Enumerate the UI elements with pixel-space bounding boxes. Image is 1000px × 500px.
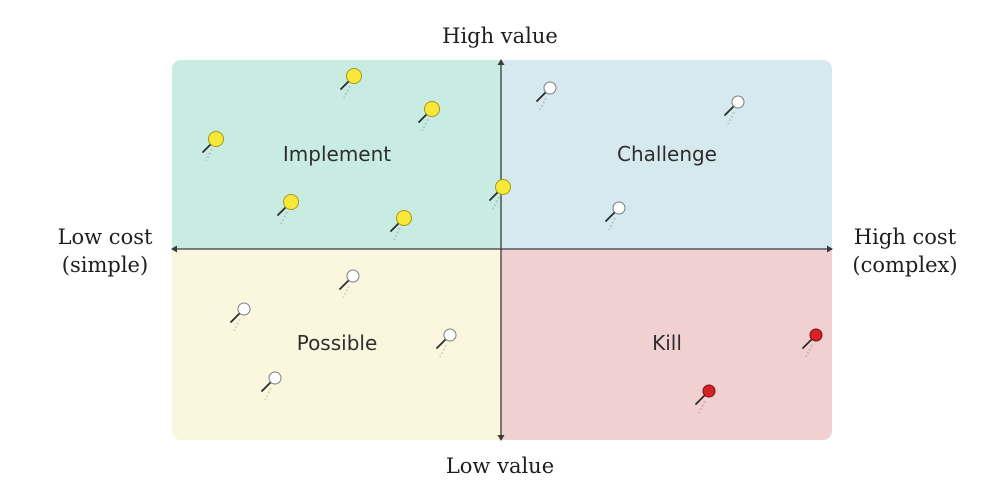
pushpin-icon [390,210,412,241]
pushpin-icon [605,201,626,231]
arrow-right-icon [827,245,833,253]
arrow-up-icon [497,59,505,65]
pushpin-icon [724,95,745,125]
axis-label-low-value: Low value [445,454,555,478]
pushpin-icon [339,269,360,299]
axis-label-low-cost: Low cost (simple) [30,223,180,279]
axis-label-high-value: High value [442,24,558,48]
pushpin-icon [202,131,224,162]
pins-layer [202,68,823,414]
axis-label-low-cost-line1: Low cost [57,225,153,249]
pushpin-icon [340,68,362,99]
quadrant-label-challenge: Challenge [617,142,717,166]
pushpin-icon [230,302,251,332]
pushpin-icon [695,384,716,414]
quadrant-label-possible: Possible [296,331,378,355]
arrow-down-icon [497,435,505,441]
pushpin-icon [436,328,457,358]
quadrant-label-implement: Implement [282,142,392,166]
arrow-left-icon [171,245,177,253]
pushpin-icon [418,101,440,132]
quadrant-label-kill: Kill [652,331,682,355]
axis-label-high-cost-line2: (complex) [852,253,958,277]
quadrant-possible [172,249,501,440]
pushpin-icon [489,179,511,210]
pushpin-icon [536,81,557,111]
quadrant-kill [501,249,832,440]
axis-lines [171,59,833,441]
axis-label-high-cost-line1: High cost [853,225,957,249]
pushpin-icon [261,371,282,401]
pushpin-icon [802,328,823,358]
quadrant-implement [172,60,501,249]
axis-label-high-cost: High cost (complex) [830,223,980,279]
axis-label-low-cost-line2: (simple) [61,253,149,277]
quadrant-challenge [501,60,832,249]
pushpin-icon [277,194,299,225]
